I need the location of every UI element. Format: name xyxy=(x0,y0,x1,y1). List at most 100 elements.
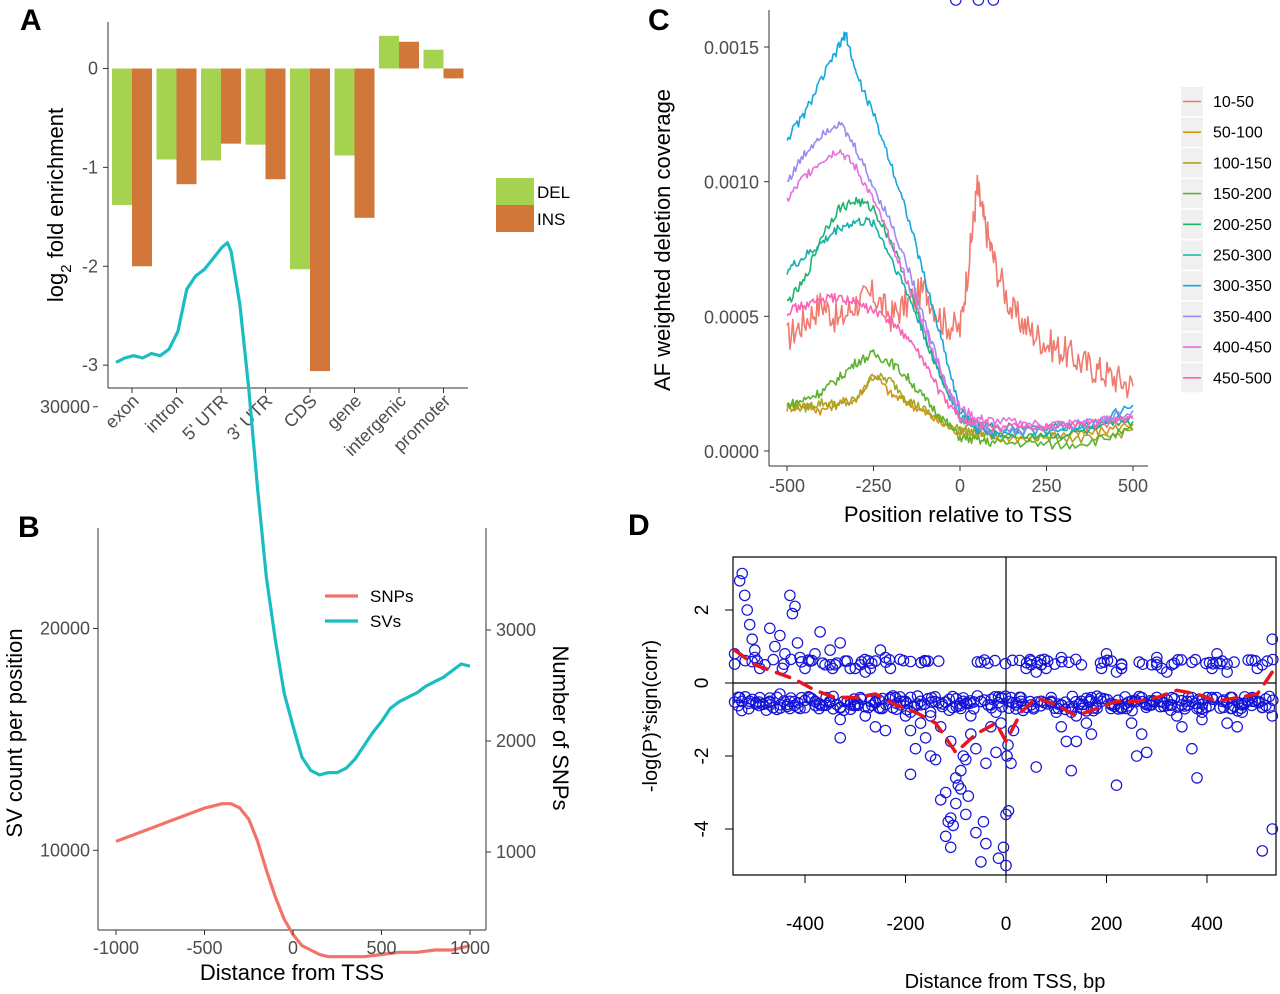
legend-label-350-400: 350-400 xyxy=(1213,309,1272,326)
bar-del-intron xyxy=(156,68,177,160)
scatter-point xyxy=(919,731,932,744)
scatter-point xyxy=(869,720,882,733)
panel-c-x-tick-label: -500 xyxy=(769,476,805,496)
scatter-point xyxy=(943,704,955,716)
scatter-point xyxy=(1176,720,1188,733)
scatter-point xyxy=(1151,656,1163,668)
line-400-450 xyxy=(786,149,1134,429)
scatter-point xyxy=(954,783,967,795)
scatter-point xyxy=(887,690,899,702)
scatter-point xyxy=(939,830,952,843)
legend-label-100-150: 100-150 xyxy=(1213,155,1272,172)
scatter-point xyxy=(1063,656,1075,669)
scatter-point xyxy=(1030,761,1042,773)
scatter-point xyxy=(834,637,846,649)
scatter-point xyxy=(939,786,952,799)
scatter-point xyxy=(823,697,836,709)
scatter-point xyxy=(802,654,815,666)
scatter-point xyxy=(924,710,937,722)
legend-label-del: DEL xyxy=(537,183,570,202)
panel-c-y-tick-label: 0.0015 xyxy=(704,38,759,58)
scatter-point xyxy=(914,717,927,729)
scatter-point xyxy=(814,626,826,638)
scatter-point xyxy=(1186,742,1198,755)
scatter-point xyxy=(739,654,751,667)
scatter-point xyxy=(1221,717,1233,729)
scatter-point xyxy=(1095,662,1108,675)
scatter-point xyxy=(1013,691,1026,704)
scatter-point xyxy=(980,757,992,770)
scatter-point xyxy=(1231,705,1244,717)
bar-ins-promoter xyxy=(443,68,464,79)
scatter-point xyxy=(970,826,982,839)
scatter-point xyxy=(862,654,875,667)
panel-a-x-tick-label-exon: exon xyxy=(101,391,143,433)
scatter-point xyxy=(932,655,945,667)
panel-a-y-axis-label: log2 fold enrichment xyxy=(43,108,75,302)
scatter-point xyxy=(1151,658,1163,671)
scatter-point xyxy=(743,618,756,631)
scatter-point xyxy=(1087,702,1100,714)
scatter-point xyxy=(1203,700,1216,712)
scatter-point xyxy=(1221,666,1233,678)
scatter-point xyxy=(830,698,843,711)
scatter-point xyxy=(813,702,825,715)
scatter-point xyxy=(1168,657,1181,670)
scatter-point xyxy=(1165,704,1177,716)
scatter-point xyxy=(1179,702,1191,715)
scatter-point xyxy=(975,856,987,868)
scatter-point xyxy=(972,0,985,6)
panel-b-letter: B xyxy=(18,511,40,544)
scatter-point xyxy=(1041,655,1054,667)
scatter-point xyxy=(1065,764,1078,777)
scatter-point xyxy=(999,657,1012,670)
scatter-point xyxy=(977,815,990,828)
panel-c-x-tick-label: 0 xyxy=(955,476,965,496)
scatter-point xyxy=(904,768,917,781)
scatter-point xyxy=(1266,823,1279,835)
scatter-point xyxy=(1070,653,1082,666)
legend-label-snps: SNPs xyxy=(370,587,413,606)
panel-a-y-tick-label: -2 xyxy=(82,256,98,276)
scatter-point xyxy=(944,812,957,824)
scatter-point xyxy=(1256,845,1269,857)
scatter-point xyxy=(789,600,801,613)
scatter-point xyxy=(1115,662,1128,675)
scatter-point xyxy=(904,655,917,668)
legend-label-250-300: 250-300 xyxy=(1213,248,1272,265)
scatter-point xyxy=(952,779,965,791)
scatter-point xyxy=(1006,654,1019,667)
panel-a-legend: DEL INS xyxy=(496,178,570,232)
scatter-point xyxy=(997,841,1010,854)
scatter-point xyxy=(1136,658,1149,670)
scatter-point xyxy=(1263,690,1276,703)
scatter-point xyxy=(1165,699,1177,711)
panel-b-x-tick-label: -500 xyxy=(186,938,222,958)
scatter-point xyxy=(1125,717,1138,729)
scatter-point xyxy=(980,837,992,850)
bar-del-3-utr xyxy=(245,68,266,145)
scatter-point xyxy=(1261,655,1274,667)
scatter-point xyxy=(962,790,975,802)
scatter-point xyxy=(1056,699,1068,712)
panel-b-right-tick-label: 3000 xyxy=(496,620,536,640)
scatter-point xyxy=(1196,698,1209,710)
panel-b-y-tick-label: 10000 xyxy=(40,840,90,860)
legend-label-200-250: 200-250 xyxy=(1213,217,1272,234)
legend-label-ins: INS xyxy=(537,210,565,229)
line-snps xyxy=(115,802,471,959)
bar-ins-5-utr xyxy=(221,68,241,144)
scatter-point xyxy=(728,658,741,670)
line-150-200 xyxy=(786,349,1134,450)
scatter-point xyxy=(1140,746,1153,759)
scatter-point xyxy=(874,644,887,656)
scatter-point xyxy=(1214,657,1226,670)
scatter-point xyxy=(1101,654,1114,667)
panel-d-y-tick-label: 0 xyxy=(692,678,713,689)
scatter-point xyxy=(1221,658,1233,670)
panel-b-right-tick-label: 2000 xyxy=(496,731,536,751)
scatter-point xyxy=(791,637,804,649)
bar-del-intergenic xyxy=(379,35,399,69)
scatter-point xyxy=(918,654,931,667)
